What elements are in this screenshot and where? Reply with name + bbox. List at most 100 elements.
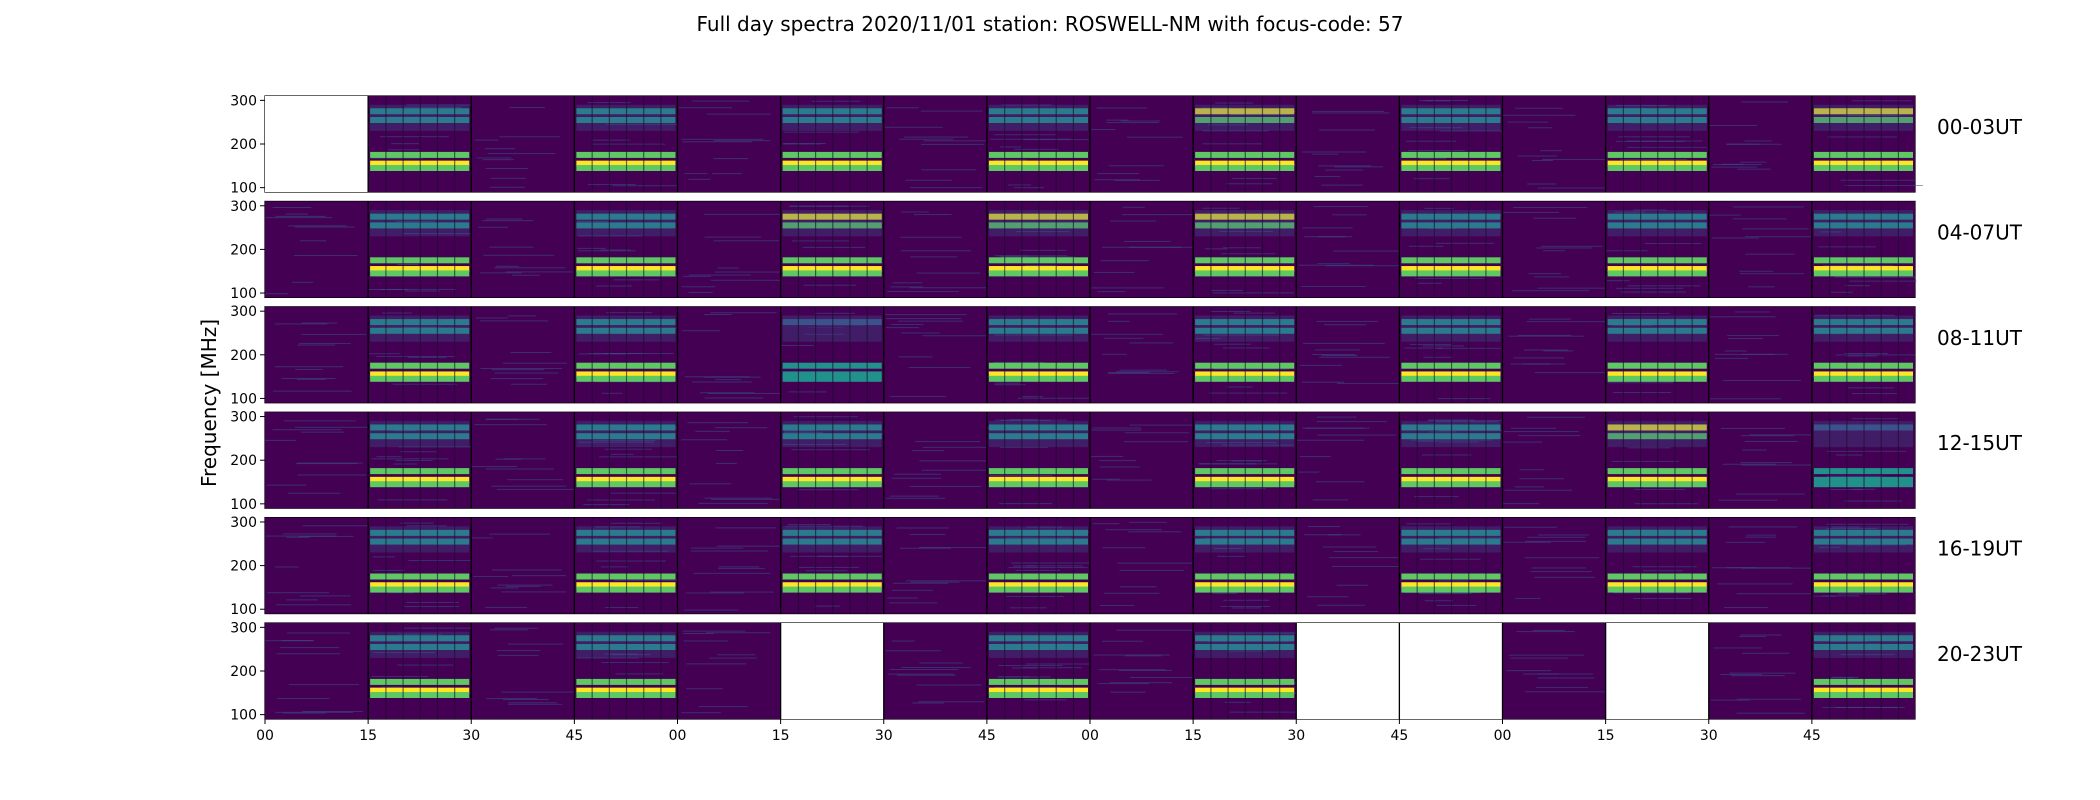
- noise-line: [1006, 596, 1065, 598]
- segment-line: [1691, 517, 1693, 614]
- segment-line: [660, 201, 662, 298]
- noise-line: [919, 662, 963, 664]
- noise-line: [486, 468, 554, 470]
- noise-line: [1104, 337, 1144, 339]
- segment-line: [1279, 96, 1281, 192]
- noise-line: [391, 143, 420, 145]
- segment-line: [1846, 623, 1848, 719]
- noise-line: [1515, 107, 1563, 109]
- noise-line: [501, 691, 575, 693]
- noise-line: [404, 290, 440, 292]
- segment-line: [1021, 201, 1023, 298]
- noise-line: [1317, 604, 1366, 606]
- noise-line: [510, 352, 552, 354]
- noise-line: [400, 451, 437, 453]
- noise-line: [788, 524, 831, 526]
- noise-line: [1540, 150, 1563, 152]
- noise-line: [1437, 398, 1491, 400]
- noise-line: [380, 686, 404, 688]
- noise-line: [300, 431, 345, 433]
- segment-line: [1055, 306, 1057, 403]
- noise-line: [1296, 439, 1365, 441]
- segment-line: [1657, 517, 1659, 614]
- spectrum-panel: [471, 306, 575, 403]
- segment-line: [1450, 306, 1453, 403]
- noise-line: [1726, 567, 1758, 569]
- segment-line: [849, 306, 851, 403]
- noise-line: [1315, 481, 1365, 483]
- noise-line: [1409, 343, 1452, 345]
- noise-line: [1419, 558, 1481, 560]
- noise-line: [922, 446, 999, 448]
- noise-line: [994, 255, 1068, 257]
- segment-line: [1880, 306, 1882, 403]
- noise-line: [788, 391, 827, 393]
- segment-line: [1674, 306, 1676, 403]
- noise-line: [1025, 264, 1058, 266]
- noise-line: [1844, 185, 1924, 187]
- noise-line: [716, 462, 737, 464]
- spectrum-panel: [883, 306, 987, 403]
- noise-line: [683, 640, 729, 642]
- noise-line: [473, 576, 509, 578]
- noise-line: [283, 712, 326, 714]
- segment-line: [1021, 96, 1023, 192]
- noise-line: [1122, 206, 1145, 208]
- noise-line: [1417, 282, 1442, 284]
- spectrum-panel: [265, 306, 369, 403]
- segment-line: [832, 412, 834, 509]
- segment-line: [1038, 306, 1040, 403]
- noise-line: [1211, 289, 1243, 291]
- noise-line: [1222, 444, 1294, 446]
- noise-line: [1847, 387, 1894, 389]
- noise-line: [474, 424, 547, 426]
- noise-line: [1735, 493, 1805, 495]
- noise-line: [692, 100, 750, 102]
- spectrum-panel: [1090, 623, 1194, 719]
- noise-line: [408, 356, 447, 358]
- noise-line: [1534, 276, 1570, 278]
- noise-line: [294, 255, 358, 257]
- noise-line: [1527, 127, 1553, 129]
- segment-line: [1416, 96, 1418, 192]
- segment-line: [643, 517, 645, 614]
- noise-line: [1620, 159, 1687, 161]
- noise-line: [476, 157, 512, 159]
- noise-line: [402, 326, 441, 328]
- segment-line: [1657, 412, 1659, 509]
- segment-line: [1416, 201, 1418, 298]
- noise-line: [1746, 534, 1776, 536]
- noise-line: [710, 498, 780, 500]
- noise-line: [1098, 683, 1150, 685]
- noise-line: [1814, 314, 1895, 316]
- noise-line: [1231, 114, 1291, 116]
- segment-line: [797, 201, 800, 298]
- segment-line: [385, 201, 387, 298]
- noise-line: [1513, 207, 1588, 209]
- noise-line: [709, 657, 757, 659]
- segment-line: [419, 201, 421, 298]
- noise-line: [276, 653, 341, 655]
- noise-line: [1026, 663, 1092, 665]
- noise-line: [1739, 273, 1804, 275]
- segment-line: [608, 96, 610, 192]
- noise-line: [1223, 599, 1270, 601]
- segment-line: [1004, 306, 1006, 403]
- segment-line: [643, 201, 645, 298]
- noise-line: [1014, 187, 1045, 189]
- noise-line: [1214, 368, 1290, 370]
- noise-line: [604, 353, 674, 355]
- spectrum-panel: [1502, 412, 1606, 509]
- noise-line: [302, 711, 364, 713]
- noise-line: [1106, 119, 1129, 121]
- noise-line: [1102, 246, 1182, 248]
- y-tick-label: 100: [230, 497, 257, 513]
- noise-line: [379, 136, 449, 138]
- segment-line: [1227, 306, 1229, 403]
- noise-line: [1125, 432, 1190, 434]
- noise-line: [613, 579, 686, 581]
- noise-line: [1099, 460, 1137, 462]
- noise-line: [1091, 287, 1164, 289]
- segment-line: [1072, 96, 1075, 192]
